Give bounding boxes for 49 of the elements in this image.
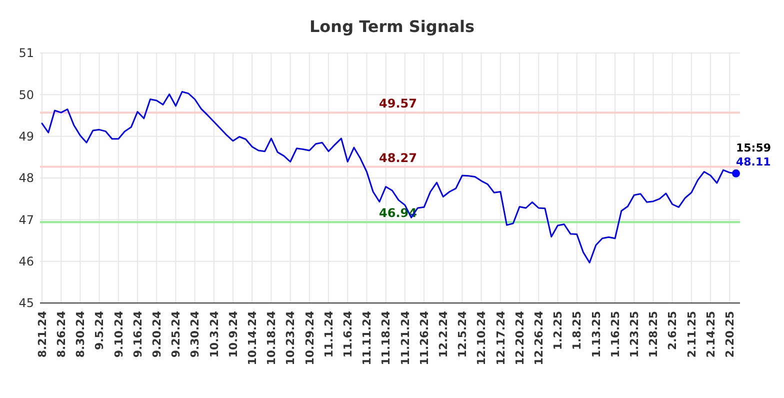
x-tick-label: 10.29.24 <box>303 310 316 366</box>
ref-line-label: 48.27 <box>379 150 417 165</box>
annotation: 15:59 <box>736 141 772 154</box>
chart-title: Long Term Signals <box>309 17 475 36</box>
x-tick-label: 10.3.24 <box>208 310 221 358</box>
x-tick-label: 2.6.25 <box>666 311 680 350</box>
y-tick-label: 49 <box>18 130 34 144</box>
x-tick-label: 9.20.24 <box>150 310 164 358</box>
x-tick-label: 12.5.24 <box>456 310 470 358</box>
x-tick-label: 1.2.25 <box>552 311 565 350</box>
x-tick-label: 2.20.25 <box>723 311 736 358</box>
x-tick-label: 1.23.25 <box>628 311 641 358</box>
x-tick-label: 11.1.24 <box>322 310 336 358</box>
y-tick-label: 45 <box>18 296 34 310</box>
y-tick-label: 50 <box>18 88 34 102</box>
x-tick-label: 12.26.24 <box>532 310 546 366</box>
x-tick-label: 9.5.24 <box>93 310 106 350</box>
y-tick-label: 46 <box>18 254 34 269</box>
x-tick-label: 10.9.24 <box>226 310 240 358</box>
x-tick-label: 11.11.24 <box>360 310 374 366</box>
x-tick-label: 11.6.24 <box>341 310 354 358</box>
x-tick-label: 2.11.25 <box>685 311 698 358</box>
x-tick-label: 9.10.24 <box>112 310 126 358</box>
x-tick-label: 10.23.24 <box>284 310 298 366</box>
x-tick-label: 8.26.24 <box>54 310 68 358</box>
x-tick-label: 11.18.24 <box>380 310 393 366</box>
x-tick-label: 1.8.25 <box>570 311 584 350</box>
ref-line-label: 49.57 <box>379 96 417 111</box>
x-tick-label: 10.14.24 <box>246 310 259 366</box>
y-tick-label: 48 <box>18 171 34 186</box>
x-tick-label: 9.16.24 <box>131 310 144 358</box>
x-tick-label: 9.30.24 <box>188 310 202 358</box>
x-tick-label: 1.16.25 <box>608 311 622 358</box>
x-tick-label: 11.21.24 <box>398 310 412 366</box>
data-label: 48.11 <box>736 155 771 168</box>
x-tick-label: 12.2.24 <box>436 310 450 358</box>
x-tick-label: 11.26.24 <box>418 310 431 366</box>
x-tick-label: 12.10.24 <box>475 310 488 366</box>
x-tick-label: 9.25.24 <box>170 310 183 358</box>
x-tick-label: 1.13.25 <box>590 311 603 358</box>
x-tick-label: 1.28.25 <box>647 311 660 358</box>
x-tick-label: 8.30.24 <box>74 310 88 358</box>
x-tick-label: 2.14.25 <box>704 311 718 358</box>
y-tick-label: 47 <box>18 212 34 227</box>
x-tick-label: 12.20.24 <box>513 310 526 366</box>
x-tick-label: 12.17.24 <box>494 310 508 366</box>
x-tick-label: 10.18.24 <box>265 310 278 366</box>
x-tick-label: 8.21.24 <box>36 310 49 358</box>
y-tick-label: 51 <box>18 46 34 60</box>
